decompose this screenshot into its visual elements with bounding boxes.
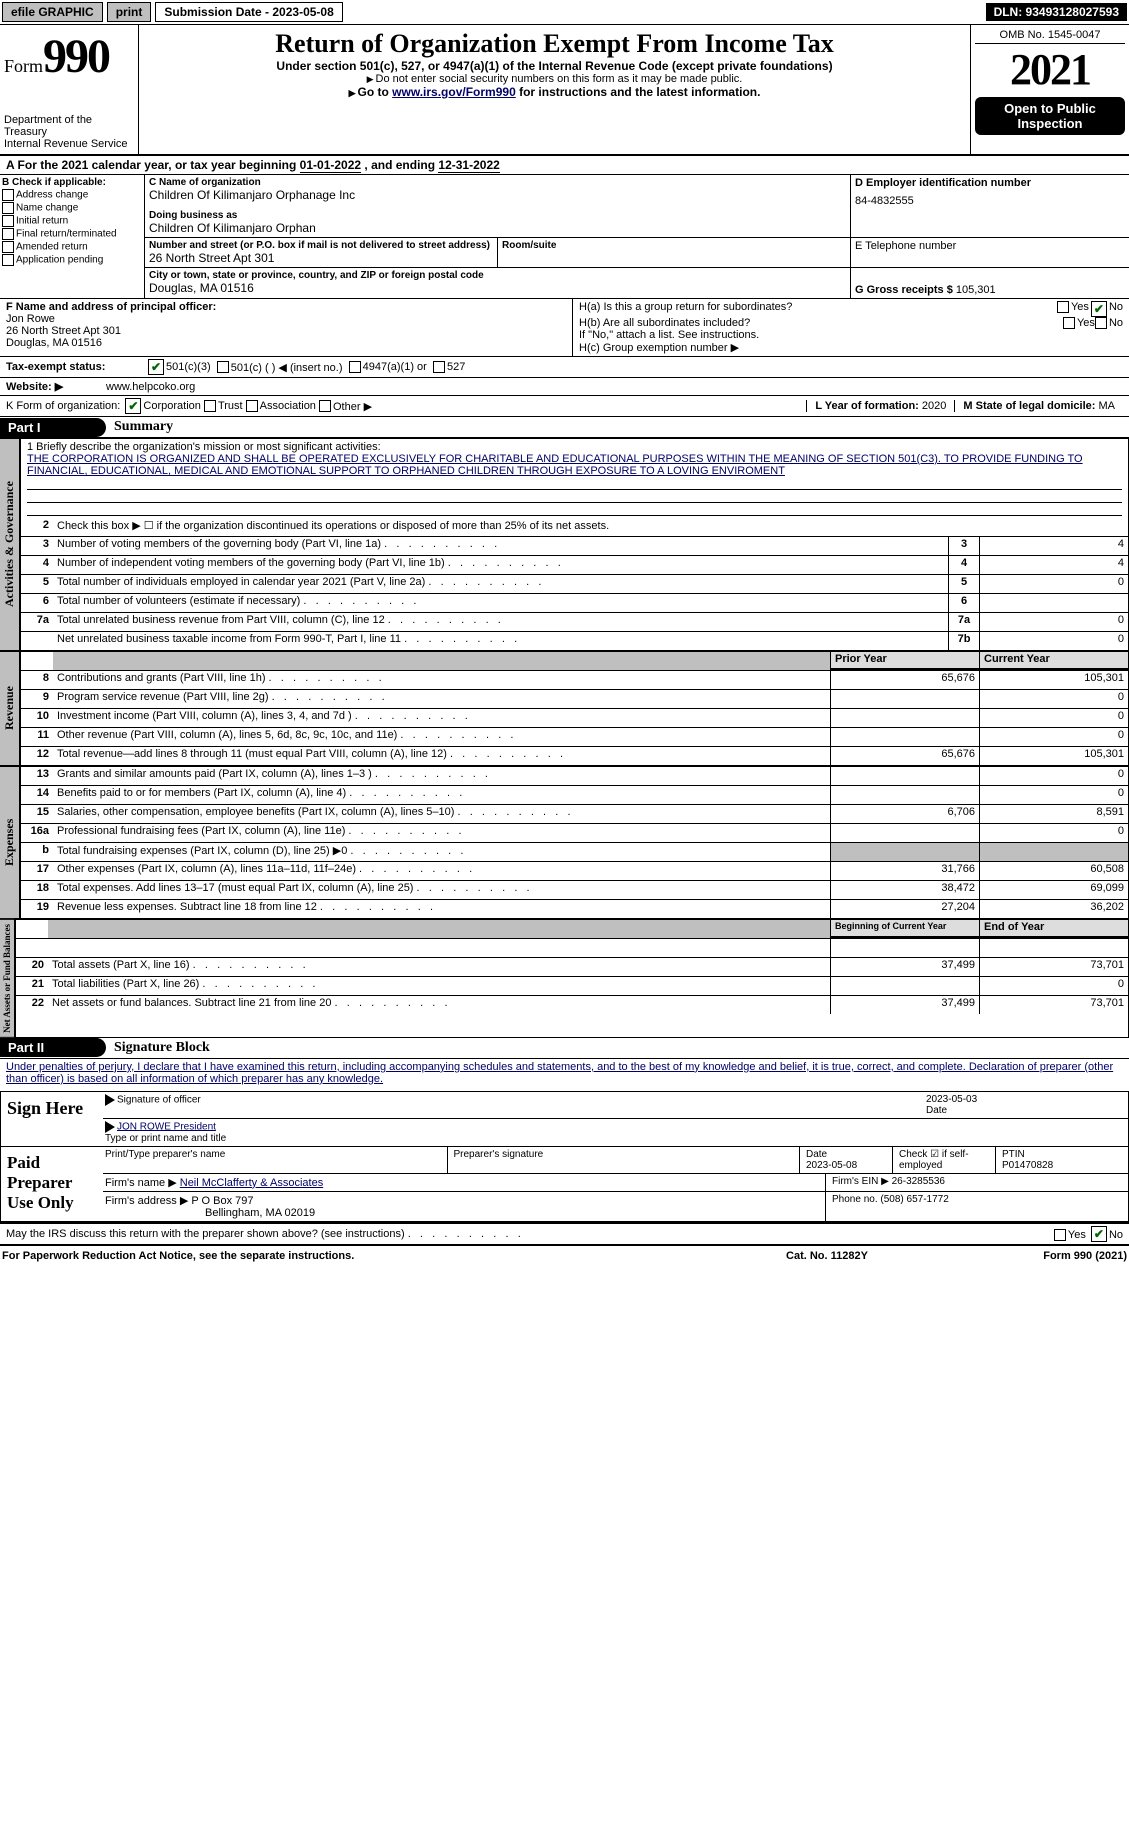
open-inspection: Open to Public Inspection bbox=[975, 97, 1125, 135]
table-row: 15Salaries, other compensation, employee… bbox=[21, 805, 1128, 824]
firm-name: Neil McClafferty & Associates bbox=[180, 1177, 323, 1189]
ein-value: 84-4832555 bbox=[855, 195, 1125, 207]
table-row: 9Program service revenue (Part VIII, lin… bbox=[21, 690, 1128, 709]
netassets-section: Net Assets or Fund Balances Beginning of… bbox=[0, 919, 1129, 1038]
table-row: 16aProfessional fundraising fees (Part I… bbox=[21, 824, 1128, 843]
ptin: P01470828 bbox=[1002, 1160, 1053, 1171]
expenses-tab: Expenses bbox=[0, 766, 20, 919]
submission-date: Submission Date - 2023-05-08 bbox=[155, 2, 342, 22]
dept-irs: Internal Revenue Service bbox=[4, 138, 134, 150]
street-address: 26 North Street Apt 301 bbox=[149, 251, 493, 265]
table-row: 20Total assets (Part X, line 16)37,49973… bbox=[16, 958, 1128, 977]
state-domicile: MA bbox=[1099, 400, 1116, 412]
part-1-header: Part I Summary bbox=[0, 417, 1129, 438]
website-line: Website: ▶ www.helpcoko.org bbox=[0, 378, 1129, 396]
paid-preparer-label: Paid Preparer Use Only bbox=[1, 1147, 103, 1221]
form-title: Return of Organization Exempt From Incom… bbox=[143, 29, 966, 59]
form-header: Form990 Department of the Treasury Inter… bbox=[0, 25, 1129, 156]
table-row: 19Revenue less expenses. Subtract line 1… bbox=[21, 900, 1128, 918]
table-row: 4Number of independent voting members of… bbox=[21, 556, 1128, 575]
page-footer: For Paperwork Reduction Act Notice, see … bbox=[0, 1245, 1129, 1266]
governance-tab: Activities & Governance bbox=[0, 438, 20, 651]
dln-label: DLN: 93493128027593 bbox=[986, 3, 1127, 21]
ein-label: D Employer identification number bbox=[855, 177, 1125, 189]
dba-name: Children Of Kilimanjaro Orphan bbox=[149, 221, 846, 235]
table-row: 8Contributions and grants (Part VIII, li… bbox=[21, 671, 1128, 690]
table-row: Net unrelated business taxable income fr… bbox=[21, 632, 1128, 650]
city-state-zip: Douglas, MA 01516 bbox=[149, 281, 846, 295]
dept-treasury: Department of the Treasury bbox=[4, 114, 134, 138]
period-line: A For the 2021 calendar year, or tax yea… bbox=[0, 156, 1129, 175]
efile-badge: efile GRAPHIC bbox=[2, 2, 103, 22]
org-name-label: C Name of organization bbox=[149, 177, 846, 188]
year-formation: 2020 bbox=[922, 400, 946, 412]
tax-year: 2021 bbox=[975, 44, 1125, 95]
table-row: 7aTotal unrelated business revenue from … bbox=[21, 613, 1128, 632]
table-row: 6Total number of volunteers (estimate if… bbox=[21, 594, 1128, 613]
box-b: B Check if applicable: Address change Na… bbox=[0, 175, 145, 298]
table-row: bTotal fundraising expenses (Part IX, co… bbox=[21, 843, 1128, 862]
firm-addr1: P O Box 797 bbox=[191, 1195, 253, 1207]
discuss-line: May the IRS discuss this return with the… bbox=[0, 1223, 1129, 1245]
tax-status-line: Tax-exempt status: ✔501(c)(3) 501(c) ( )… bbox=[0, 357, 1129, 378]
h-c: H(c) Group exemption number ▶ bbox=[579, 341, 1123, 354]
h-a: H(a) Is this a group return for subordin… bbox=[579, 301, 1057, 317]
part-2-header: Part II Signature Block bbox=[0, 1038, 1129, 1059]
expenses-section: Expenses 13Grants and similar amounts pa… bbox=[0, 766, 1129, 919]
revenue-tab: Revenue bbox=[0, 651, 20, 766]
table-row: 5Total number of individuals employed in… bbox=[21, 575, 1128, 594]
table-row: 17Other expenses (Part IX, column (A), l… bbox=[21, 862, 1128, 881]
ssn-warning: Do not enter social security numbers on … bbox=[143, 73, 966, 85]
top-bar: efile GRAPHIC print Submission Date - 20… bbox=[0, 0, 1129, 25]
firm-ein: 26-3285536 bbox=[892, 1176, 945, 1187]
table-row: 21Total liabilities (Part X, line 26)0 bbox=[16, 977, 1128, 996]
governance-section: Activities & Governance 1 Briefly descri… bbox=[0, 438, 1129, 651]
officer-h-block: F Name and address of principal officer:… bbox=[0, 299, 1129, 357]
table-row: 14Benefits paid to or for members (Part … bbox=[21, 786, 1128, 805]
table-row: 10Investment income (Part VIII, column (… bbox=[21, 709, 1128, 728]
korg-line: K Form of organization: ✔Corporation Tru… bbox=[0, 396, 1129, 417]
firm-phone: (508) 657-1772 bbox=[880, 1194, 948, 1205]
perjury-text: Under penalties of perjury, I declare th… bbox=[0, 1059, 1129, 1087]
goto-line: Go to www.irs.gov/Form990 for instructio… bbox=[143, 85, 966, 99]
mission-text: THE CORPORATION IS ORGANIZED AND SHALL B… bbox=[27, 453, 1122, 477]
signature-block: Sign Here Signature of officer 2023-05-0… bbox=[0, 1091, 1129, 1223]
preparer-date: 2023-05-08 bbox=[806, 1160, 857, 1171]
revenue-section: Revenue Prior YearCurrent Year 8Contribu… bbox=[0, 651, 1129, 766]
table-row: 11Other revenue (Part VIII, column (A), … bbox=[21, 728, 1128, 747]
table-row: 3Number of voting members of the governi… bbox=[21, 537, 1128, 556]
form-subtitle: Under section 501(c), 527, or 4947(a)(1)… bbox=[143, 59, 966, 73]
mission-label: 1 Briefly describe the organization's mi… bbox=[27, 441, 1122, 453]
table-row: 18Total expenses. Add lines 13–17 (must … bbox=[21, 881, 1128, 900]
h-b: H(b) Are all subordinates included? bbox=[579, 317, 1063, 329]
officer-name: Jon Rowe bbox=[6, 313, 566, 325]
netassets-tab: Net Assets or Fund Balances bbox=[0, 919, 15, 1038]
phone-label: E Telephone number bbox=[855, 240, 1125, 252]
omb-number: OMB No. 1545-0047 bbox=[975, 29, 1125, 44]
sign-here-label: Sign Here bbox=[1, 1092, 103, 1146]
signer-name: JON ROWE President bbox=[117, 1121, 216, 1132]
entity-block: B Check if applicable: Address change Na… bbox=[0, 175, 1129, 299]
irs-link[interactable]: www.irs.gov/Form990 bbox=[392, 85, 516, 99]
website-value: www.helpcoko.org bbox=[106, 381, 195, 393]
print-button[interactable]: print bbox=[107, 2, 152, 22]
org-name: Children Of Kilimanjaro Orphanage Inc bbox=[149, 188, 846, 202]
officer-label: F Name and address of principal officer: bbox=[6, 301, 216, 313]
table-row: 12Total revenue—add lines 8 through 11 (… bbox=[21, 747, 1128, 765]
table-row: 13Grants and similar amounts paid (Part … bbox=[21, 767, 1128, 786]
form-number: Form990 bbox=[4, 29, 134, 84]
gross-receipts: 105,301 bbox=[956, 284, 996, 296]
sign-date: 2023-05-03 bbox=[926, 1094, 1126, 1105]
table-row: 22Net assets or fund balances. Subtract … bbox=[16, 996, 1128, 1014]
